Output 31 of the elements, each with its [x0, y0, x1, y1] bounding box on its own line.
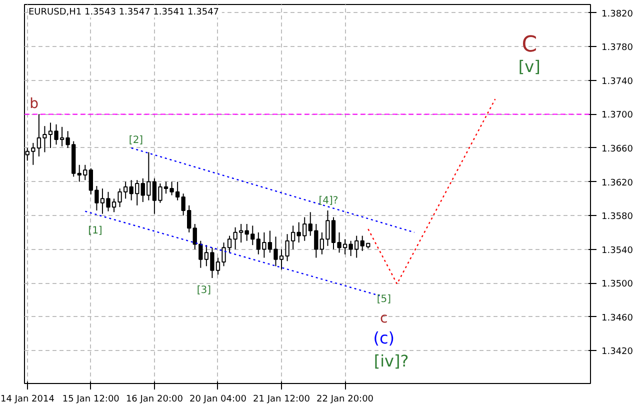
y-tick-label: 1.3500 [602, 280, 634, 290]
annotation: [4]? [318, 195, 338, 206]
y-tick-label: 1.3460 [602, 313, 634, 324]
annotation: [5] [376, 294, 392, 306]
y-tick-label: 1.3780 [602, 43, 634, 54]
annotation: c [380, 310, 388, 326]
x-tick-label: 21 Jan 12:00 [253, 394, 310, 404]
x-tick-label: 20 Jan 04:00 [189, 394, 247, 404]
y-tick-label: 1.3820 [602, 9, 634, 20]
chart-title: EURUSD,H1 1.3543 1.3547 1.3541 1.3547 [28, 8, 220, 18]
y-tick-label: 1.3580 [602, 212, 634, 222]
x-tick-label: 16 Jan 20:00 [126, 394, 184, 404]
y-tick-label: 1.3660 [602, 144, 634, 154]
y-tick-label: 1.3740 [602, 76, 634, 87]
y-tick-label: 1.3700 [602, 110, 634, 121]
candlestick [238, 223, 244, 244]
annotation: b [30, 96, 39, 112]
candlestick [233, 226, 238, 250]
annotation: [3] [196, 285, 212, 296]
x-tick-label: 15 Jan 12:00 [62, 394, 120, 404]
annotation: C [522, 32, 538, 58]
annotation: (c) [373, 328, 395, 348]
y-tick-label: 1.3540 [602, 246, 634, 256]
annotation: [v] [518, 57, 540, 76]
y-tick-label: 1.3420 [602, 347, 634, 358]
annotation: [iv]? [374, 351, 409, 370]
annotation: [1] [88, 226, 102, 237]
annotation: [2] [128, 135, 144, 146]
y-tick-label: 1.3620 [602, 178, 634, 188]
x-tick-label: 14 Jan 2014 [0, 394, 55, 404]
x-tick-label: 22 Jan 20:00 [316, 394, 374, 404]
